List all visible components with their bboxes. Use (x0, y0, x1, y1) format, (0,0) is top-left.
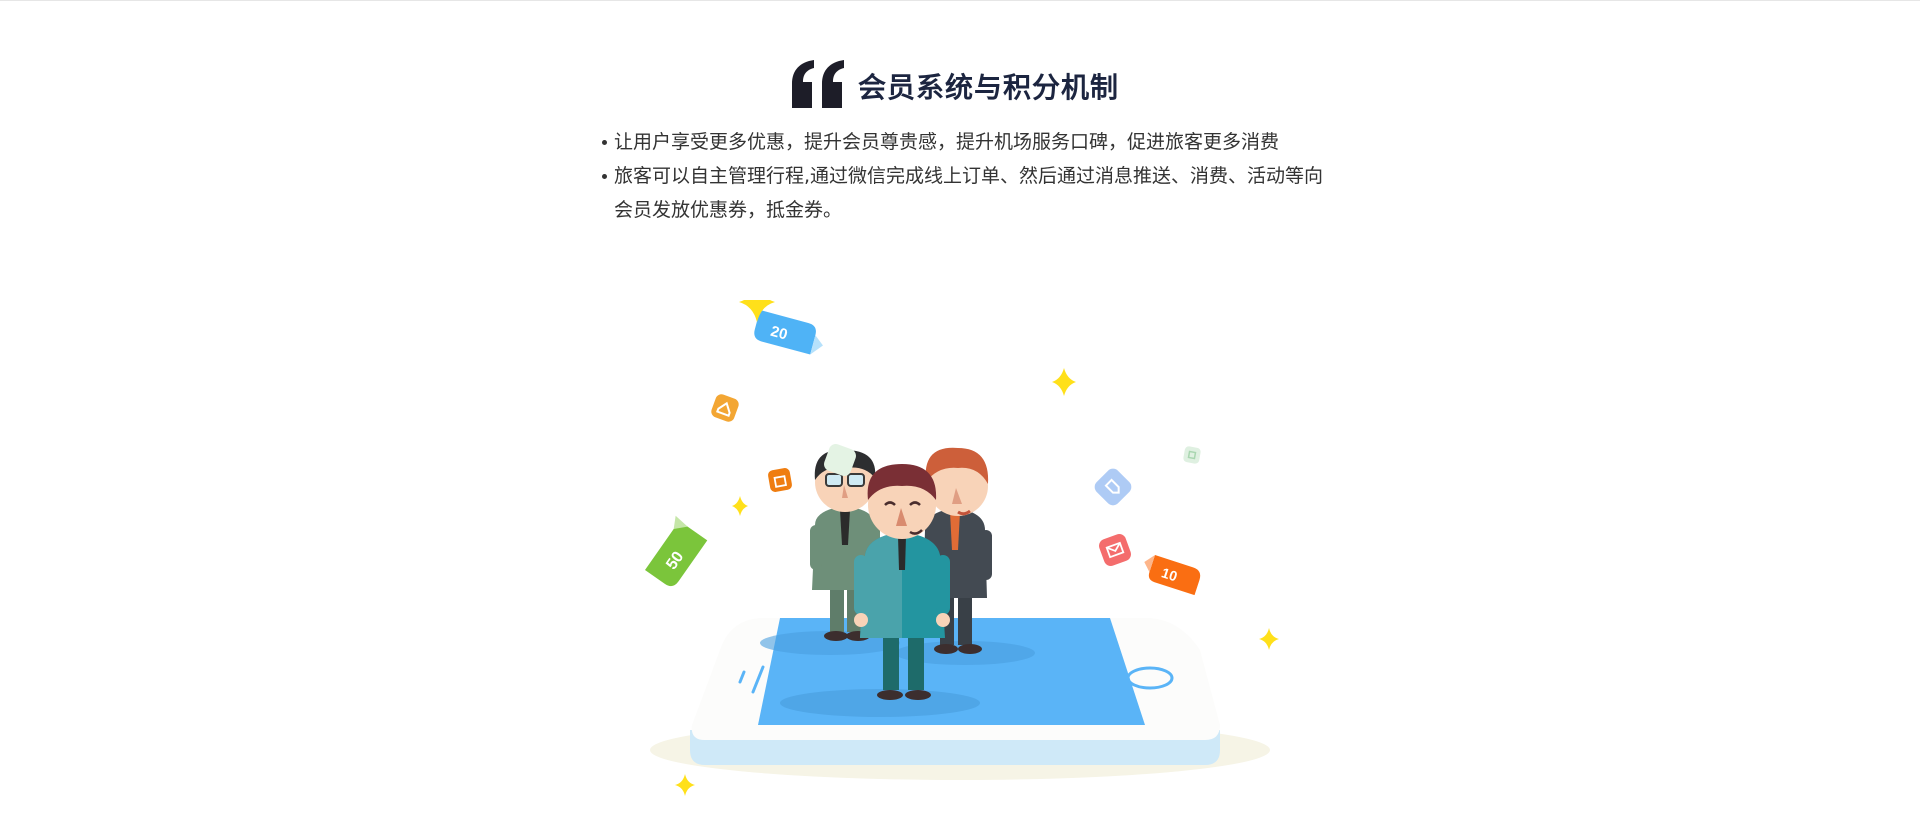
sparkle-icon (1052, 368, 1076, 396)
section-title: 会员系统与积分机制 (858, 71, 1120, 104)
tag-icon (1094, 468, 1132, 506)
sparkle-icon (675, 774, 695, 796)
chat-icon (824, 444, 856, 476)
sparkle-icon (739, 300, 775, 322)
sparkle-icon (1259, 628, 1279, 650)
feature-item: 旅客可以自主管理行程,通过微信完成线上订单、然后通过消息推送、消费、活动等向会员… (600, 159, 1340, 227)
mail-icon (1099, 534, 1131, 566)
businessman-center (854, 464, 950, 700)
chat-icon (1183, 446, 1201, 464)
top-divider (0, 0, 1920, 1)
sparkle-icon (732, 496, 748, 516)
bag-icon (768, 468, 792, 492)
coupon-50: 50 (645, 515, 708, 587)
feature-list: 让用户享受更多优惠，提升会员尊贵感，提升机场服务口碑，促进旅客更多消费 旅客可以… (600, 125, 1340, 227)
feature-item: 让用户享受更多优惠，提升会员尊贵感，提升机场服务口碑，促进旅客更多消费 (600, 125, 1340, 159)
section-heading: 会员系统与积分机制 (790, 50, 1119, 110)
coupon-20: 20 (754, 310, 823, 355)
membership-illustration: 20 50 10 (645, 300, 1279, 796)
coupon-10: 10 (1144, 555, 1201, 596)
coupon-10-label: 10 (1160, 564, 1180, 584)
quote-icon (792, 60, 844, 108)
home-icon (711, 394, 739, 422)
home-button (1126, 666, 1174, 690)
coupon-20-label: 20 (769, 323, 790, 344)
